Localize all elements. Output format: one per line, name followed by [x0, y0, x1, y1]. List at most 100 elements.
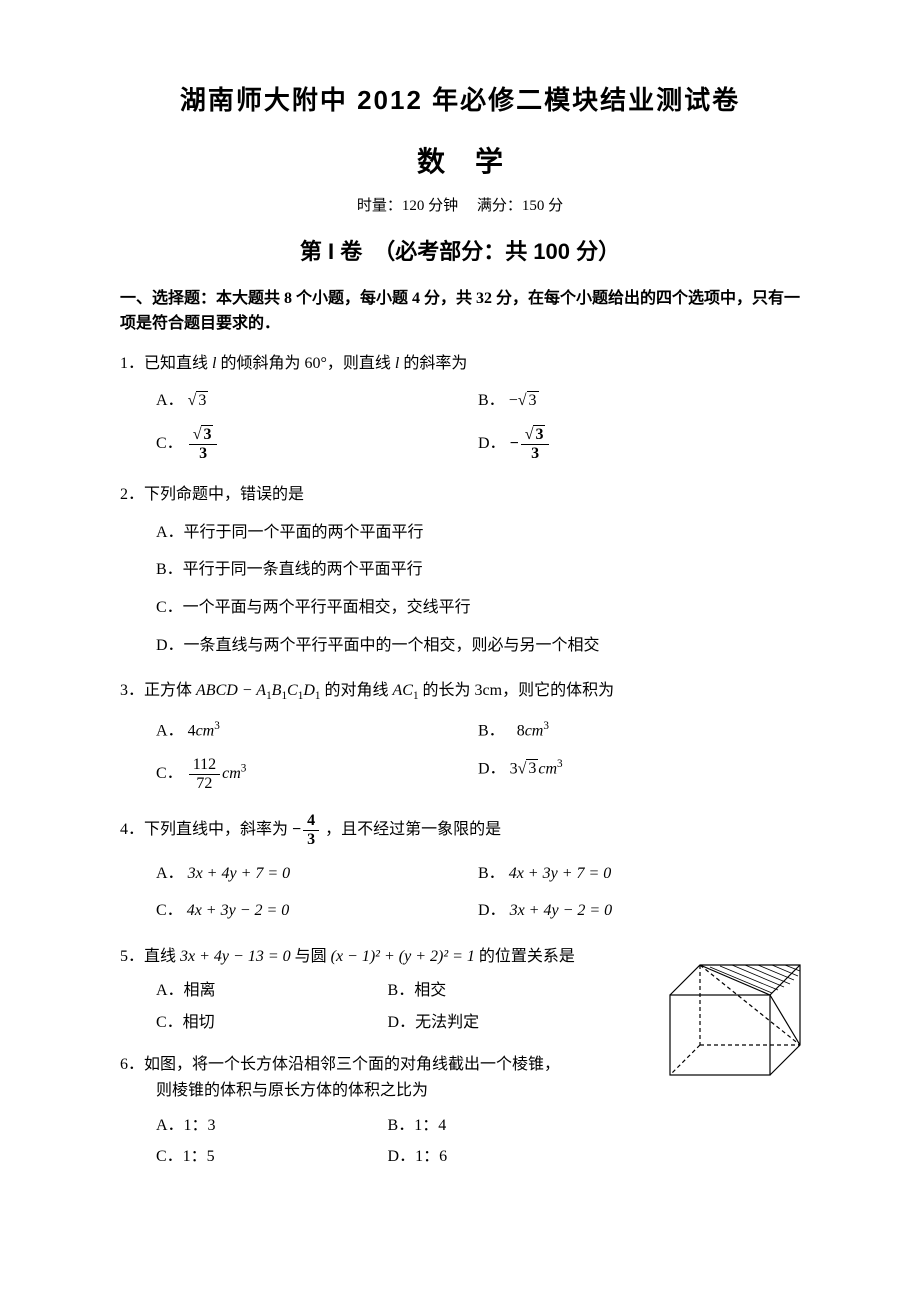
- q1-c-den: 3: [189, 445, 218, 463]
- q6-opt-d: D．1：6: [388, 1141, 616, 1173]
- q4-slope-den: 3: [303, 831, 319, 849]
- q1-b-label: B．: [478, 392, 505, 409]
- q1-c-num: 3: [201, 425, 213, 443]
- q3-d-exp: 3: [557, 758, 563, 770]
- q4-pre: 4．下列直线中，斜率为: [120, 821, 292, 838]
- q3-body: ABCD − A: [196, 682, 266, 699]
- question-4: 4．下列直线中，斜率为 − 4 3 ，且不经过第一象限的是: [120, 812, 800, 848]
- time-label: 时量：: [357, 198, 402, 214]
- q1-opt-a: A． √3: [156, 382, 478, 420]
- q4-opt-d: D． 3x + 4y − 2 = 0: [478, 892, 800, 930]
- q1-d-neg: −: [510, 435, 519, 452]
- q6-options: A．1：3 B．1：4 C．1：5 D．1：6: [156, 1110, 630, 1173]
- q4-a-eq: 3x + 4y + 7 = 0: [188, 865, 291, 882]
- sqrt-icon: √3: [188, 391, 209, 409]
- q1-b-sqrt: 3: [527, 391, 539, 409]
- q3-c-num: 112: [189, 756, 220, 775]
- q1-d-num: 3: [533, 425, 545, 443]
- q1-stem-mid: 的倾斜角为 60°，则直线: [216, 355, 394, 372]
- q4-c-label: C．: [156, 902, 183, 919]
- question-1: 1．已知直线 l 的倾斜角为 60°，则直线 l 的斜率为: [120, 351, 800, 377]
- q3-d: D: [303, 682, 315, 699]
- q3-c: C: [287, 682, 298, 699]
- q5-opt-a: A．相离: [156, 975, 384, 1007]
- cuboid-diagram-icon: [660, 955, 810, 1085]
- q2-options: A．平行于同一个平面的两个平面平行 B．平行于同一条直线的两个平面平行 C．一个…: [156, 514, 800, 664]
- q3-options: A． 4cm3 B． 8cm3 C． 112 72 cm3 D． 3√3cm3: [156, 712, 800, 798]
- q4-c-eq: 4x + 3y − 2 = 0: [187, 902, 290, 919]
- q4-neg: −: [292, 821, 301, 838]
- q2-opt-d: D．一条直线与两个平行平面中的一个相交，则必与另一个相交: [156, 627, 800, 665]
- q5-mid: 与圆: [291, 948, 331, 965]
- q1-opt-c: C． √3 3: [156, 420, 478, 468]
- q3-pre: 3．正方体: [120, 682, 196, 699]
- q1-d-frac: √3 3: [521, 426, 550, 462]
- score-label: 满分：: [477, 198, 522, 214]
- q5-pre: 5．直线: [120, 948, 180, 965]
- q4-slope-num: 4: [303, 812, 319, 831]
- q4-b-eq: 4x + 3y + 7 = 0: [509, 865, 612, 882]
- q6-line2: 则棱锥的体积与原长方体的体积之比为: [156, 1078, 630, 1104]
- q3-b-exp: 3: [543, 720, 549, 732]
- q3-a-val: 4: [188, 723, 196, 740]
- subject-heading: 数学: [120, 140, 800, 185]
- q1-c-label: C．: [156, 435, 183, 452]
- q1-stem-end: 的斜率为: [399, 355, 467, 372]
- q4-d-eq: 3x + 4y − 2 = 0: [510, 902, 613, 919]
- q1-stem-pre: 1．已知直线: [120, 355, 212, 372]
- q3-b-unit: cm: [525, 723, 544, 740]
- question-2: 2．下列命题中，错误的是: [120, 482, 800, 508]
- q3-opt-d: D． 3√3cm3: [478, 750, 800, 798]
- q4-slope-frac: 4 3: [303, 812, 319, 848]
- q1-a-label: A．: [156, 392, 184, 409]
- q4-options: A． 3x + 4y + 7 = 0 B． 4x + 3y + 7 = 0 C．…: [156, 855, 800, 930]
- exam-title: 湖南师大附中 2012 年必修二模块结业测试卷: [120, 80, 800, 122]
- q3-a-exp: 3: [214, 720, 220, 732]
- q3-c-den: 72: [189, 775, 220, 793]
- q3-d-coef: 3: [510, 760, 518, 777]
- sqrt-icon: √3: [518, 391, 539, 409]
- q3-b-val: 8: [517, 723, 525, 740]
- q2-opt-c: C．一个平面与两个平行平面相交，交线平行: [156, 589, 800, 627]
- q2-opt-b: B．平行于同一条直线的两个平面平行: [156, 551, 800, 589]
- q4-opt-b: B． 4x + 3y + 7 = 0: [478, 855, 800, 893]
- q6-line1: 6．如图，将一个长方体沿相邻三个面的对角线截出一个棱锥，: [120, 1052, 630, 1078]
- q1-b-neg: −: [509, 392, 518, 409]
- q3-opt-c: C． 112 72 cm3: [156, 750, 478, 798]
- q5-line: 3x + 4y − 13 = 0: [180, 948, 291, 965]
- q3-c-frac: 112 72: [189, 756, 220, 792]
- q3-d-sqrt: 3: [526, 759, 538, 777]
- q3-b: B: [272, 682, 282, 699]
- q2-opt-a: A．平行于同一个平面的两个平面平行: [156, 514, 800, 552]
- q1-opt-b: B． −√3: [478, 382, 800, 420]
- q6-opt-c: C．1：5: [156, 1141, 384, 1173]
- q3-d-label: D．: [478, 760, 506, 777]
- q6-opt-b: B．1：4: [388, 1110, 616, 1142]
- time-value: 120 分钟: [402, 198, 458, 214]
- q3-c-unit: cm: [222, 765, 241, 782]
- q1-options: A． √3 B． −√3 C． √3 3 D． − √3 3: [156, 382, 800, 468]
- q4-a-label: A．: [156, 865, 184, 882]
- q1-d-label: D．: [478, 435, 506, 452]
- q5-opt-c: C．相切: [156, 1007, 384, 1039]
- q3-d-unit: cm: [538, 760, 557, 777]
- q3-mid: 的对角线: [320, 682, 392, 699]
- q3-end: 的长为 3cm，则它的体积为: [419, 682, 615, 699]
- q6-opt-a: A．1：3: [156, 1110, 384, 1142]
- q3-a-unit: cm: [196, 723, 215, 740]
- q3-opt-a: A． 4cm3: [156, 712, 478, 750]
- q3-opt-b: B． 8cm3: [478, 712, 800, 750]
- q5-q6-wrap: A．相离 B．相交 C．相切 D．无法判定 6．如图，将一个长方体沿相邻三个面的…: [120, 975, 800, 1173]
- q3-c-exp: 3: [241, 763, 247, 775]
- q5-options: A．相离 B．相交 C．相切 D．无法判定: [156, 975, 630, 1038]
- q3-a-label: A．: [156, 723, 184, 740]
- question-3: 3．正方体 ABCD − A1B1C1D1 的对角线 AC1 的长为 3cm，则…: [120, 678, 800, 706]
- question-6: 6．如图，将一个长方体沿相邻三个面的对角线截出一个棱锥， 则棱锥的体积与原长方体…: [120, 1052, 630, 1103]
- q4-b-label: B．: [478, 865, 505, 882]
- sqrt-icon: √3: [518, 759, 539, 777]
- q1-d-den: 3: [521, 445, 550, 463]
- q5-circle: (x − 1)² + (y + 2)² = 1: [331, 948, 475, 965]
- section-intro: 一、选择题：本大题共 8 个小题，每小题 4 分，共 32 分，在每个小题给出的…: [120, 286, 800, 337]
- q1-opt-d: D． − √3 3: [478, 420, 800, 468]
- q5-opt-d: D．无法判定: [388, 1007, 616, 1039]
